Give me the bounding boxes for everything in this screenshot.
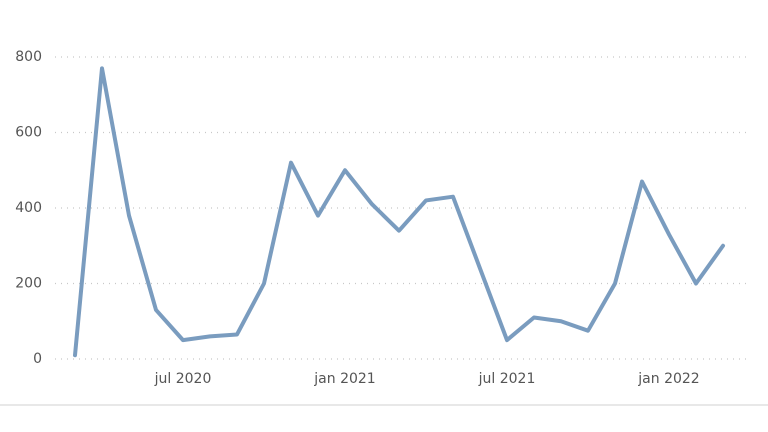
x-tick-label: jan 2022: [637, 371, 699, 387]
y-tick-label: 200: [15, 276, 42, 292]
y-tick-label: 0: [33, 351, 42, 367]
data-line: [73, 66, 725, 358]
y-tick-label: 600: [15, 125, 42, 141]
x-tick-label: jul 2020: [154, 371, 212, 387]
x-tick-label: jul 2021: [478, 371, 536, 387]
y-tick-label: 800: [15, 49, 42, 65]
y-tick-label: 400: [15, 200, 42, 216]
x-tick-label: jan 2021: [313, 371, 375, 387]
